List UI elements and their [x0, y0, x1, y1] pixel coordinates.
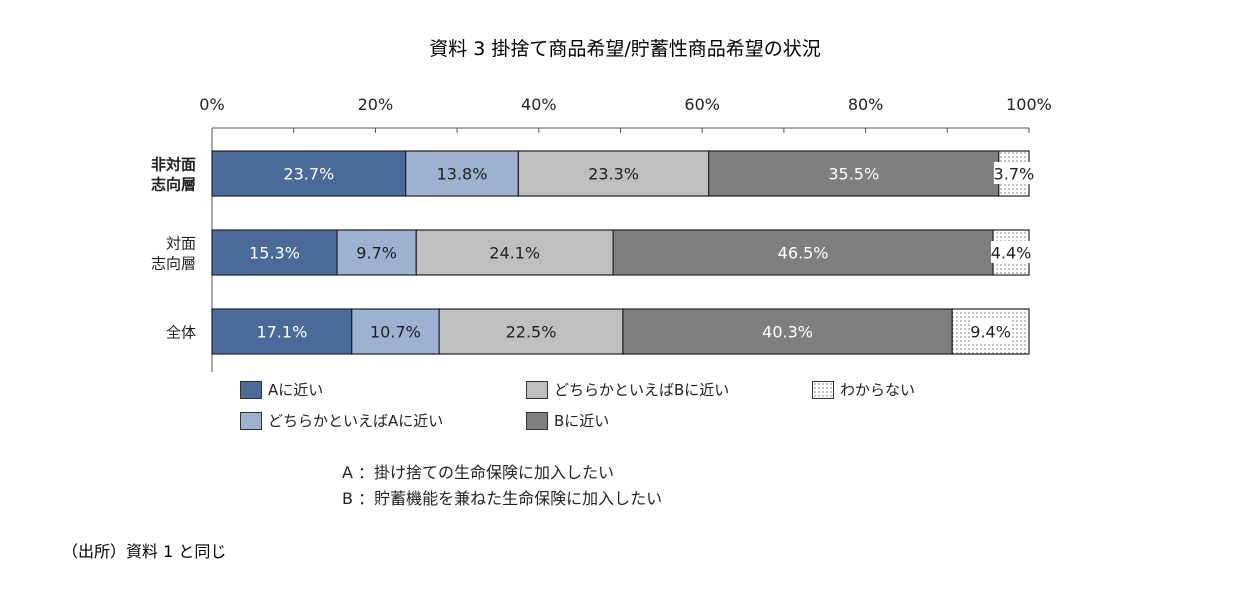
- data-label: 23.7%: [283, 165, 334, 184]
- category-label: 志向層: [151, 255, 196, 273]
- data-label: 46.5%: [778, 244, 829, 263]
- data-label: 24.1%: [489, 244, 540, 263]
- source-note: （出所）資料 1 と同じ: [62, 542, 227, 561]
- bar-segment: [211, 150, 407, 197]
- data-label: 9.7%: [356, 244, 397, 263]
- data-label: 35.5%: [828, 165, 879, 184]
- legend-label: どちらかといえばAに近い: [268, 412, 444, 430]
- x-tick-label: 20%: [358, 95, 394, 114]
- note-a: A ：掛け捨ての生命保険に加入したい: [342, 463, 615, 482]
- bar-segment: [405, 150, 519, 197]
- data-label: 40.3%: [762, 323, 813, 342]
- legend-swatch: [240, 380, 262, 399]
- bar-segment: [612, 229, 994, 276]
- note-b: B ：貯蓄機能を兼ねた生命保険に加入したい: [342, 489, 663, 508]
- legend-swatch: [526, 411, 548, 430]
- legend-item-a: Aに近い: [240, 379, 323, 400]
- legend-swatch: [240, 411, 262, 430]
- legend-item-somewhat-b: どちらかといえばBに近い: [526, 379, 729, 400]
- x-tick-label: 0%: [199, 95, 224, 114]
- legend-label: わからない: [840, 381, 916, 399]
- category-label: 全体: [166, 324, 196, 342]
- bar-segment: [211, 229, 338, 276]
- data-label: 22.5%: [506, 323, 557, 342]
- bar-segment: [211, 308, 353, 355]
- legend-swatch: [526, 380, 548, 399]
- category-label: 非対面: [151, 156, 196, 174]
- x-tick-label: 40%: [521, 95, 557, 114]
- legend-item-somewhat-a: どちらかといえばAに近い: [240, 410, 443, 431]
- bar-segment: [517, 150, 710, 197]
- legend-item-unknown: わからない: [812, 379, 915, 400]
- data-label: 4.4%: [991, 244, 1032, 263]
- data-label: 3.7%: [994, 165, 1035, 184]
- data-label: 23.3%: [588, 165, 639, 184]
- data-label: 17.1%: [256, 323, 307, 342]
- bar-segment: [622, 308, 953, 355]
- data-label: 10.7%: [370, 323, 421, 342]
- legend-label: Aに近い: [268, 381, 324, 399]
- x-tick-label: 60%: [684, 95, 720, 114]
- category-label: 志向層: [151, 176, 196, 194]
- legend-label: Bに近い: [554, 412, 610, 430]
- category-label: 対面: [166, 235, 196, 253]
- bar-segment: [415, 229, 614, 276]
- x-tick-label: 100%: [1006, 95, 1052, 114]
- data-label-background: [970, 320, 1011, 342]
- bar-segment: [351, 308, 440, 355]
- legend-label: どちらかといえばBに近い: [554, 381, 730, 399]
- data-label-background: [991, 241, 1032, 263]
- legend-swatch: [812, 380, 834, 399]
- chart-title: 資料 3 掛捨て商品希望/貯蓄性商品希望の状況: [429, 38, 821, 60]
- data-label: 13.8%: [437, 165, 488, 184]
- legend-item-b: Bに近い: [526, 410, 609, 431]
- x-tick-label: 80%: [848, 95, 884, 114]
- data-label: 9.4%: [970, 323, 1011, 342]
- data-label: 15.3%: [249, 244, 300, 263]
- data-label-background: [993, 162, 1034, 184]
